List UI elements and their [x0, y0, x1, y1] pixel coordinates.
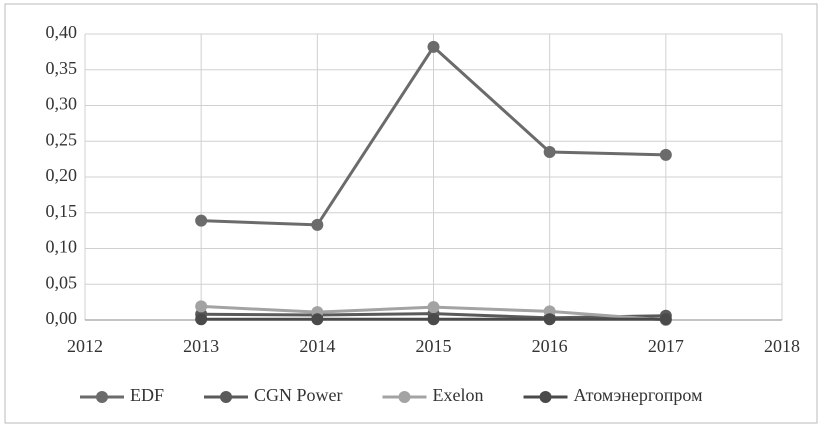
x-tick-label: 2018 — [764, 336, 800, 356]
y-tick-label: 0,40 — [46, 22, 78, 42]
y-tick-label: 0,00 — [46, 308, 78, 328]
legend-marker — [220, 391, 233, 403]
x-tick-label: 2016 — [532, 336, 568, 356]
y-tick-label: 0,20 — [46, 165, 78, 185]
y-tick-label: 0,05 — [46, 272, 78, 292]
x-tick-label: 2015 — [416, 336, 452, 356]
y-tick-label: 0,15 — [46, 201, 78, 221]
legend-label: CGN Power — [254, 385, 343, 405]
point — [543, 145, 556, 158]
y-tick-label: 0,30 — [46, 94, 78, 114]
point — [427, 40, 440, 53]
y-tick-label: 0,25 — [46, 129, 78, 149]
point — [195, 313, 208, 326]
x-tick-label: 2017 — [648, 336, 684, 356]
y-tick-label: 0,10 — [46, 237, 78, 257]
legend-marker — [96, 391, 108, 403]
y-tick-label: 0,35 — [46, 58, 78, 78]
point — [427, 301, 440, 314]
legend-label: Exelon — [433, 385, 484, 405]
point — [659, 313, 672, 326]
legend-marker — [539, 391, 552, 403]
point — [195, 300, 208, 313]
point — [659, 148, 672, 161]
x-tick-label: 2013 — [183, 336, 219, 356]
legend-marker — [398, 391, 411, 403]
legend-label: EDF — [130, 385, 164, 405]
point — [311, 218, 324, 231]
point — [311, 313, 324, 326]
point — [195, 214, 208, 227]
legend-label: Атомэнергопром — [574, 385, 703, 405]
point — [543, 313, 556, 326]
chart-border — [4, 3, 818, 424]
point — [427, 313, 440, 326]
x-tick-label: 2014 — [299, 336, 335, 356]
x-tick-label: 2012 — [67, 336, 103, 356]
